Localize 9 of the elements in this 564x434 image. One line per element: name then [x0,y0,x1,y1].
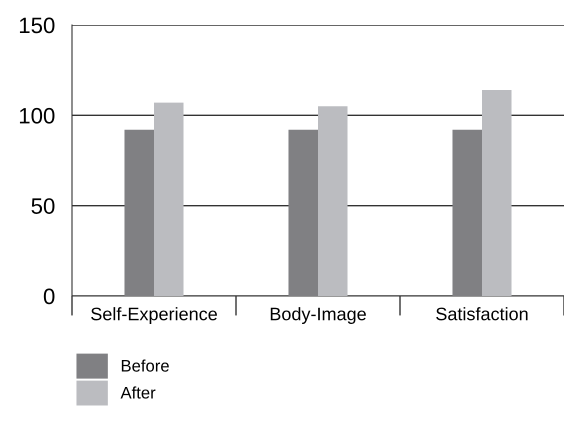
x-tick-label: Body-Image [270,307,366,324]
y-tick-label: 0 [44,288,54,304]
legend-label: Before [122,359,169,372]
x-tick-label: Satisfaction [436,307,528,320]
legend-label: After [120,386,156,399]
y-tick-label: 50 [32,198,54,214]
y-tick-label: 150 [20,18,54,34]
x-tick-label: Self-Experience [91,307,217,324]
y-tick-label: 100 [20,108,54,124]
